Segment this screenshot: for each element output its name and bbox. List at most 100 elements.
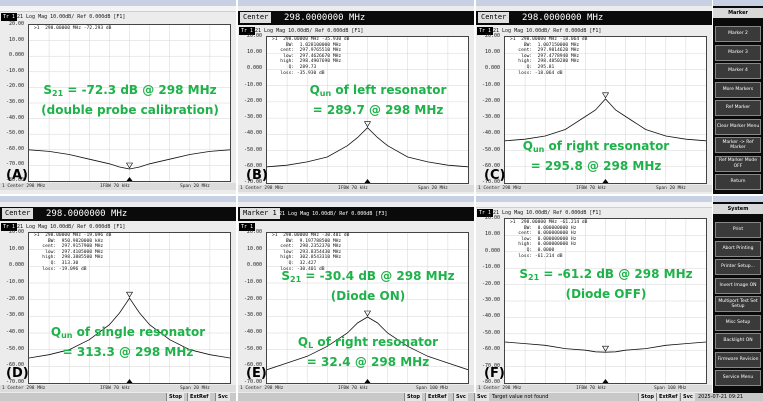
annotation: S21 = -61.2 dB @ 298 MHz (Diode OFF): [506, 266, 706, 302]
softkey-firmware-revision[interactable]: Firmware Revision: [715, 351, 761, 368]
y-tick-label: -80.00: [5, 177, 24, 183]
marker-1[interactable]: [601, 345, 610, 352]
marker-1[interactable]: [601, 92, 610, 99]
softkey-top-tag: [713, 196, 763, 202]
y-tick-label: -40.00: [5, 114, 24, 121]
center-triangle-icon: [602, 379, 609, 383]
footer-span: Span 20 MHz: [180, 184, 210, 189]
status-svc-3[interactable]: Svc: [680, 393, 695, 401]
softkey-invert-image-on[interactable]: Invert Image ON: [715, 277, 761, 294]
softkey-service-menu[interactable]: Service Menu: [715, 370, 761, 386]
softkey-marker-2[interactable]: Marker 2: [715, 26, 761, 42]
status-extref-2[interactable]: ExtRef: [656, 393, 680, 401]
softkey-more-markers[interactable]: More Markers: [715, 81, 761, 98]
footer-bar: 1 Center 298 MHz IFBW 70 kHz Span 20 MHz: [238, 185, 474, 192]
status-svc[interactable]: Svc: [453, 393, 468, 401]
softkey-multiport-test-set-setup[interactable]: Multiport Test Set Setup: [715, 296, 761, 312]
annotation-line-4: = 32.4 @ 298 MHz: [306, 355, 430, 369]
entry-value[interactable]: 298.0000000 MHz: [46, 209, 128, 219]
annotation-line-1: Qun of left resonator: [309, 83, 447, 98]
marker-1[interactable]: [125, 291, 134, 298]
plot-area[interactable]: [504, 218, 707, 384]
status-svc-2[interactable]: Svc: [474, 393, 489, 401]
marker-1[interactable]: [125, 162, 134, 169]
trace-tag[interactable]: Tr 1: [239, 223, 256, 231]
status-stop[interactable]: Stop: [404, 393, 423, 401]
menu-bar[interactable]: [476, 202, 712, 208]
status-stop-2[interactable]: Stop: [638, 393, 657, 401]
window-titlebar: [238, 196, 474, 202]
softkey-ref-marker-mode-off[interactable]: Ref Marker Mode OFF: [715, 155, 761, 172]
softkey-clear-marker-menu[interactable]: Clear Marker Menu: [715, 118, 761, 135]
marker-1[interactable]: [363, 310, 372, 317]
annotation: Qun of right resonator = 295.8 @ 298 MHz: [496, 138, 696, 174]
entry-value[interactable]: 298.0000000 MHz: [284, 13, 366, 23]
trace-tag[interactable]: Tr 1: [1, 13, 18, 21]
softkey-marker-4[interactable]: Marker 4: [715, 63, 761, 79]
softkey-return[interactable]: Return: [715, 174, 761, 190]
plot-area[interactable]: [504, 36, 707, 184]
footer-span: Span 100 MHz: [654, 386, 687, 391]
chart-svg: [29, 233, 230, 383]
trace-line: [267, 316, 468, 371]
trace-tag[interactable]: Tr 1: [239, 27, 256, 35]
y-tick-label: -20.00: [243, 97, 262, 104]
plot-area[interactable]: [266, 232, 469, 384]
status-svc[interactable]: Svc: [215, 393, 230, 401]
y-tick-label: -70.00: [243, 179, 262, 185]
y-tick-label: -20.00: [5, 83, 24, 90]
chart-svg: [267, 37, 468, 183]
softkey-printer-setup[interactable]: Printer Setup...: [715, 259, 761, 275]
entry-bar[interactable]: Marker 1 S21 Log Mag 10.00dB/ Ref 0.000d…: [238, 207, 474, 221]
plot-area[interactable]: [28, 24, 231, 182]
y-tick-label: -10.00: [243, 81, 262, 88]
y-tick-label: -50.00: [243, 146, 262, 153]
marker-readout: >1 298.00000 MHz -61.214 dB BW: 0.000000…: [510, 220, 588, 259]
softkey-top-tag: [713, 0, 763, 6]
panel-label: (D): [6, 366, 29, 381]
y-tick-label: -70.00: [243, 379, 262, 385]
y-tick-label: -60.00: [481, 162, 500, 169]
softkey-ref-marker[interactable]: Ref Marker: [715, 100, 761, 116]
trace-tag[interactable]: Tr 1: [1, 223, 18, 231]
entry-bar[interactable]: Center 298.0000000 MHz: [238, 11, 474, 25]
y-tick-label: 0.000: [246, 65, 262, 72]
chart-svg: [29, 25, 230, 181]
softkey-backlight-on[interactable]: Backlight ON: [715, 333, 761, 349]
menu-bar[interactable]: [0, 6, 236, 12]
marker-1[interactable]: [363, 121, 372, 128]
entry-label: Marker 1: [240, 208, 280, 219]
trace-tag[interactable]: Tr 1: [477, 27, 494, 35]
trace-line: [29, 149, 230, 170]
status-extref[interactable]: ExtRef: [425, 393, 449, 401]
softkey-misc-setup[interactable]: Misc Setup: [715, 314, 761, 331]
trace-tag[interactable]: Tr 1: [477, 209, 494, 217]
y-tick-label: -40.00: [5, 329, 24, 335]
y-tick-label: 10.00: [8, 36, 24, 43]
trace-title: S21 Log Mag 10.00dB/ Ref 0.000dB [F1]: [14, 14, 126, 20]
status-stop[interactable]: Stop: [166, 393, 185, 401]
y-tick-label: -70.00: [481, 179, 500, 185]
y-tick-label: -40.00: [481, 130, 500, 137]
y-tick-label: 10.00: [484, 49, 500, 56]
y-tick-label: -60.00: [5, 145, 24, 152]
annotation-line-2: = 295.8 @ 298 MHz: [530, 159, 662, 173]
window-titlebar: [0, 196, 236, 202]
plot-area[interactable]: [266, 36, 469, 184]
y-tick-label: -20.00: [481, 280, 500, 287]
y-tick-label: 20.00: [484, 33, 500, 39]
softkey-abort-printing[interactable]: Abort Printing: [715, 240, 761, 257]
plot-area[interactable]: [28, 232, 231, 384]
softkey-print[interactable]: Print: [715, 222, 761, 238]
annotation-line-2: = 313.3 @ 298 MHz: [62, 345, 194, 359]
entry-bar[interactable]: Center 298.0000000 MHz: [476, 11, 712, 25]
entry-bar[interactable]: Center 298.0000000 MHz: [0, 207, 236, 221]
entry-value[interactable]: 298.0000000 MHz: [522, 13, 604, 23]
status-message: Target value not found: [492, 394, 549, 400]
y-tick-label: 0.000: [246, 262, 262, 269]
annotation-line-1: S21 = -61.2 dB @ 298 MHz: [519, 267, 693, 282]
softkey-marker-3[interactable]: Marker 3: [715, 44, 761, 61]
footer-span: Span 20 MHz: [418, 186, 448, 191]
status-extref[interactable]: ExtRef: [187, 393, 211, 401]
softkey-marker-ref-marker[interactable]: Marker -> Ref Marker: [715, 137, 761, 153]
